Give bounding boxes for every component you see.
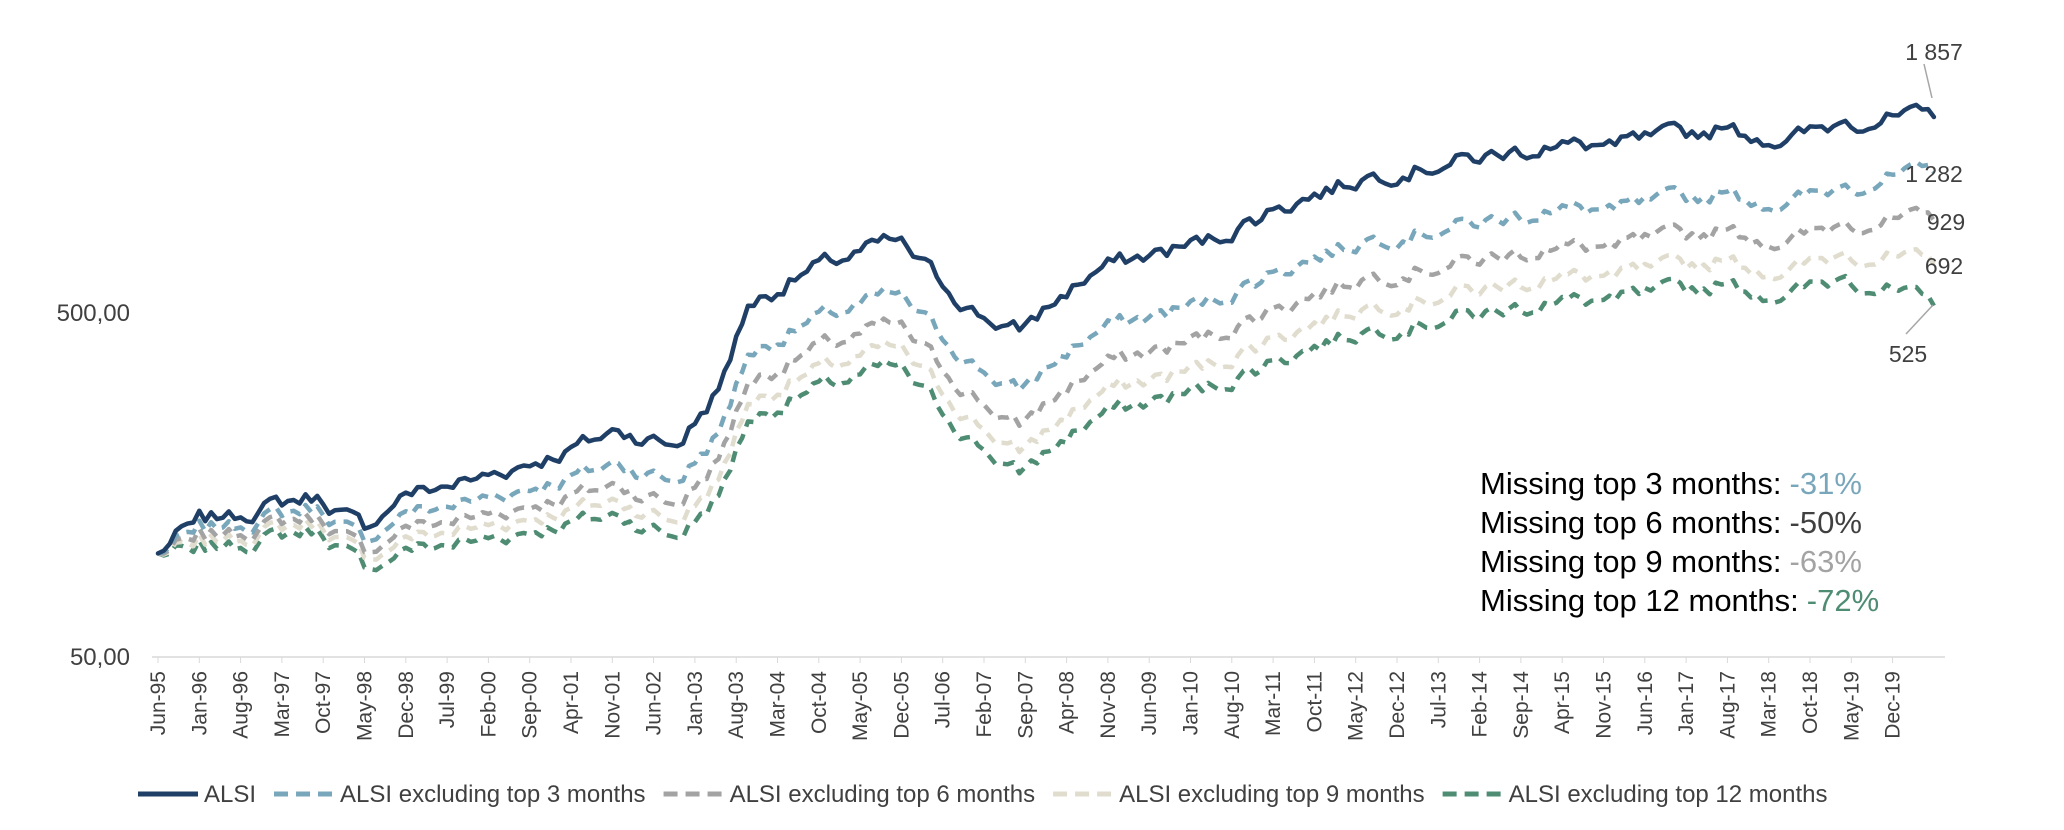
- legend-item-1: ALSI excluding top 3 months: [274, 781, 646, 808]
- x-tick-label-39: Mar-18: [1758, 671, 1781, 738]
- annotation-value-3: -72%: [1807, 583, 1879, 618]
- annotations: Missing top 3 months: -31%Missing top 6 m…: [1480, 466, 1879, 618]
- x-tick-label-4: Oct-97: [312, 671, 335, 734]
- x-tick-label-12: Jun-02: [643, 671, 666, 735]
- legend-item-2: ALSI excluding top 6 months: [663, 781, 1036, 808]
- x-tick-label-29: May-12: [1345, 671, 1368, 741]
- x-tick-label-27: Mar-11: [1262, 671, 1285, 736]
- x-tick-label-18: Dec-05: [890, 671, 913, 739]
- annotation-value-1: -50%: [1790, 505, 1862, 540]
- x-tick-label-19: Jul-06: [932, 671, 955, 728]
- end-value-label-2: 929: [1927, 209, 1965, 235]
- x-tick-label-13: Jan-03: [684, 671, 707, 735]
- x-tick-label-3: Mar-97: [271, 671, 294, 738]
- leader-line-4: [1905, 304, 1934, 335]
- x-tick-label-5: May-98: [354, 671, 377, 741]
- x-tick-label-6: Dec-98: [395, 671, 418, 739]
- series-line-2: [157, 205, 1936, 556]
- legend-label-3: ALSI excluding top 9 months: [1119, 781, 1425, 808]
- y-tick-label-0: 50,00: [70, 644, 130, 671]
- legend-item-4: ALSI excluding top 12 months: [1442, 781, 1828, 808]
- x-tick-label-16: Oct-04: [808, 671, 831, 734]
- y-tick-label-1: 500,00: [57, 300, 130, 327]
- annotation-value-0: -31%: [1790, 466, 1862, 501]
- x-tick-label-42: Dec-19: [1882, 671, 1905, 739]
- x-tick-label-14: Aug-03: [725, 671, 748, 739]
- x-tick-label-41: May-19: [1840, 671, 1863, 741]
- x-tick-label-21: Sep-07: [1014, 671, 1037, 739]
- x-tick-label-33: Sep-14: [1510, 671, 1533, 739]
- x-tick-label-40: Oct-18: [1799, 671, 1822, 734]
- legend-label-4: ALSI excluding top 12 months: [1509, 781, 1828, 808]
- legend-label-2: ALSI excluding top 6 months: [730, 781, 1036, 808]
- x-tick-label-32: Feb-14: [1469, 671, 1492, 738]
- x-tick-label-38: Aug-17: [1716, 671, 1739, 739]
- x-tick-label-34: Apr-15: [1551, 671, 1574, 734]
- x-tick-label-24: Jun-09: [1138, 671, 1161, 735]
- annotation-label-3: Missing top 12 months:: [1480, 583, 1799, 618]
- x-tick-label-10: Apr-01: [560, 671, 583, 734]
- y-axis: 50,00 500,00: [57, 300, 130, 671]
- x-axis: Jun-95 Jan-96 Aug-96 Mar-97 Oct-97 May-98 Dec-…: [147, 656, 1945, 741]
- legend: ALSI ALSI excluding top 3 months ALSI excl…: [138, 781, 1828, 808]
- series-line-3: [157, 246, 1936, 562]
- annotation-value-2: -63%: [1790, 544, 1862, 579]
- legend-label-1: ALSI excluding top 3 months: [340, 781, 646, 808]
- x-tick-label-9: Sep-00: [519, 671, 542, 739]
- x-tick-label-20: Feb-07: [973, 671, 996, 738]
- leader-line-0: [1923, 63, 1933, 99]
- annotation-label-2: Missing top 9 months:: [1480, 544, 1782, 579]
- x-tick-label-8: Feb-00: [477, 671, 500, 738]
- end-labels: 1 857 1 282 929 692 525: [1889, 39, 1965, 367]
- end-value-label-4: 525: [1889, 341, 1927, 367]
- x-tick-label-28: Oct-11: [1303, 671, 1326, 732]
- x-tick-label-36: Jun-16: [1634, 671, 1657, 735]
- x-tick-label-25: Jan-10: [1180, 671, 1203, 735]
- x-tick-label-1: Jan-96: [188, 671, 211, 735]
- x-tick-label-17: May-05: [849, 671, 872, 741]
- legend-item-3: ALSI excluding top 9 months: [1053, 781, 1425, 808]
- end-value-label-0: 1 857: [1905, 39, 1963, 65]
- annotation-label-0: Missing top 3 months:: [1480, 466, 1782, 501]
- x-tick-label-0: Jun-95: [147, 671, 170, 735]
- x-tick-label-2: Aug-96: [230, 671, 253, 739]
- end-value-label-1: 1 282: [1905, 161, 1963, 187]
- annotation-label-1: Missing top 6 months:: [1480, 505, 1782, 540]
- x-tick-label-37: Jan-17: [1675, 671, 1698, 735]
- series-line-1: [157, 159, 1936, 556]
- x-tick-label-30: Dec-12: [1386, 671, 1409, 739]
- legend-item-0: ALSI: [138, 781, 256, 808]
- x-tick-label-22: Apr-08: [1056, 671, 1079, 734]
- legend-label-0: ALSI: [204, 781, 256, 808]
- series-line-0: [155, 102, 1937, 556]
- x-tick-label-7: Jul-99: [436, 671, 459, 728]
- x-tick-label-35: Nov-15: [1593, 671, 1616, 739]
- end-value-label-3: 692: [1925, 253, 1963, 279]
- series-line-4: [157, 273, 1936, 573]
- series-lines: [155, 102, 1937, 573]
- x-tick-label-31: Jul-13: [1427, 671, 1450, 728]
- x-tick-label-15: Mar-04: [767, 671, 790, 738]
- x-tick-label-26: Aug-10: [1221, 671, 1244, 739]
- x-tick-label-23: Nov-08: [1097, 671, 1120, 739]
- x-tick-label-11: Nov-01: [601, 671, 624, 739]
